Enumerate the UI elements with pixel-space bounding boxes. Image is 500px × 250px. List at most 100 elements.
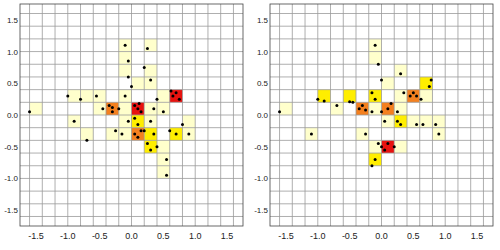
grid-line <box>270 26 493 27</box>
point <box>146 142 149 145</box>
point <box>85 139 88 142</box>
y-tick-label: 1.5 <box>7 16 19 25</box>
grid-line <box>195 4 196 226</box>
point <box>140 129 143 132</box>
heat-cell <box>420 115 433 128</box>
point <box>316 98 319 101</box>
point <box>377 142 380 145</box>
point <box>420 98 423 101</box>
plot-frame <box>20 4 243 226</box>
point <box>175 91 178 94</box>
point <box>374 98 377 101</box>
heat-cell <box>369 39 382 52</box>
grid-line <box>270 38 493 39</box>
heat-cell <box>157 166 170 179</box>
heat-cell <box>394 102 407 115</box>
heat-cell <box>144 77 157 90</box>
point <box>108 104 111 107</box>
y-tick-label: -1.0 <box>254 174 268 183</box>
grid-line <box>182 4 183 226</box>
y-tick-label: 1.0 <box>257 48 269 57</box>
heat-cell <box>81 90 94 103</box>
point <box>127 60 130 63</box>
heat-cell <box>106 102 119 115</box>
grid-line <box>457 4 458 226</box>
point <box>152 107 155 110</box>
x-tick-label: -1.0 <box>310 231 326 241</box>
y-tick-label: 0.5 <box>7 79 19 88</box>
heat-cell <box>81 128 94 141</box>
y-tick-label: -0.5 <box>254 143 268 152</box>
grid-line <box>233 4 234 226</box>
grid-line <box>270 13 493 14</box>
heat-cell <box>420 90 433 103</box>
grid-line <box>207 4 208 226</box>
heat-cell <box>318 90 331 103</box>
heat-cell <box>119 102 132 115</box>
heat-cell <box>119 115 132 128</box>
point <box>162 110 165 113</box>
heat-cell <box>132 77 145 90</box>
point <box>127 120 130 123</box>
heat-cell <box>119 64 132 77</box>
heat-cell <box>93 90 106 103</box>
point <box>348 100 351 103</box>
x-tick-label: 1.0 <box>439 231 452 241</box>
point <box>370 110 373 113</box>
point <box>187 133 190 136</box>
heat-cell <box>382 102 395 115</box>
grid-line <box>406 4 407 226</box>
point <box>140 110 143 113</box>
point <box>168 129 171 132</box>
heat-cell <box>382 77 395 90</box>
grid-line <box>483 4 484 226</box>
x-tick-label: -0.5 <box>342 231 358 241</box>
heat-cell <box>144 102 157 115</box>
heat-cell <box>182 115 195 128</box>
heat-cell <box>394 115 407 128</box>
heat-cell <box>157 153 170 166</box>
grid-line <box>270 115 493 116</box>
point <box>136 123 139 126</box>
heat-cell <box>119 52 132 65</box>
point <box>152 133 155 136</box>
point <box>165 174 168 177</box>
point <box>361 104 364 107</box>
point <box>136 136 139 139</box>
point <box>28 110 31 113</box>
heat-cell <box>132 128 145 141</box>
point <box>101 107 104 110</box>
plot-area <box>270 4 493 226</box>
point <box>383 120 386 123</box>
heat-cell <box>356 102 369 115</box>
point <box>143 129 146 132</box>
grid-line <box>394 4 395 226</box>
grid-line <box>270 76 493 77</box>
point <box>421 123 424 126</box>
y-tick-label: 1.0 <box>7 48 19 57</box>
heat-cell <box>68 90 81 103</box>
heat-cell <box>157 140 170 153</box>
point <box>399 123 402 126</box>
point <box>124 94 127 97</box>
grid-line <box>20 89 243 90</box>
point <box>143 66 146 69</box>
x-tick-label: 0.5 <box>157 231 170 241</box>
x-tick-label: 1.5 <box>221 231 234 241</box>
heat-cell <box>144 115 157 128</box>
point <box>374 158 377 161</box>
point <box>380 110 383 113</box>
point <box>66 94 69 97</box>
heat-cell <box>432 128 445 141</box>
point <box>310 133 313 136</box>
point <box>149 79 152 82</box>
point <box>364 108 367 111</box>
heat-cell <box>106 128 119 141</box>
heat-cell <box>68 115 81 128</box>
heat-cell <box>382 115 395 128</box>
point <box>399 72 402 75</box>
heat-cell <box>369 52 382 65</box>
grid-line <box>445 4 446 226</box>
point <box>370 91 373 94</box>
point <box>165 158 168 161</box>
